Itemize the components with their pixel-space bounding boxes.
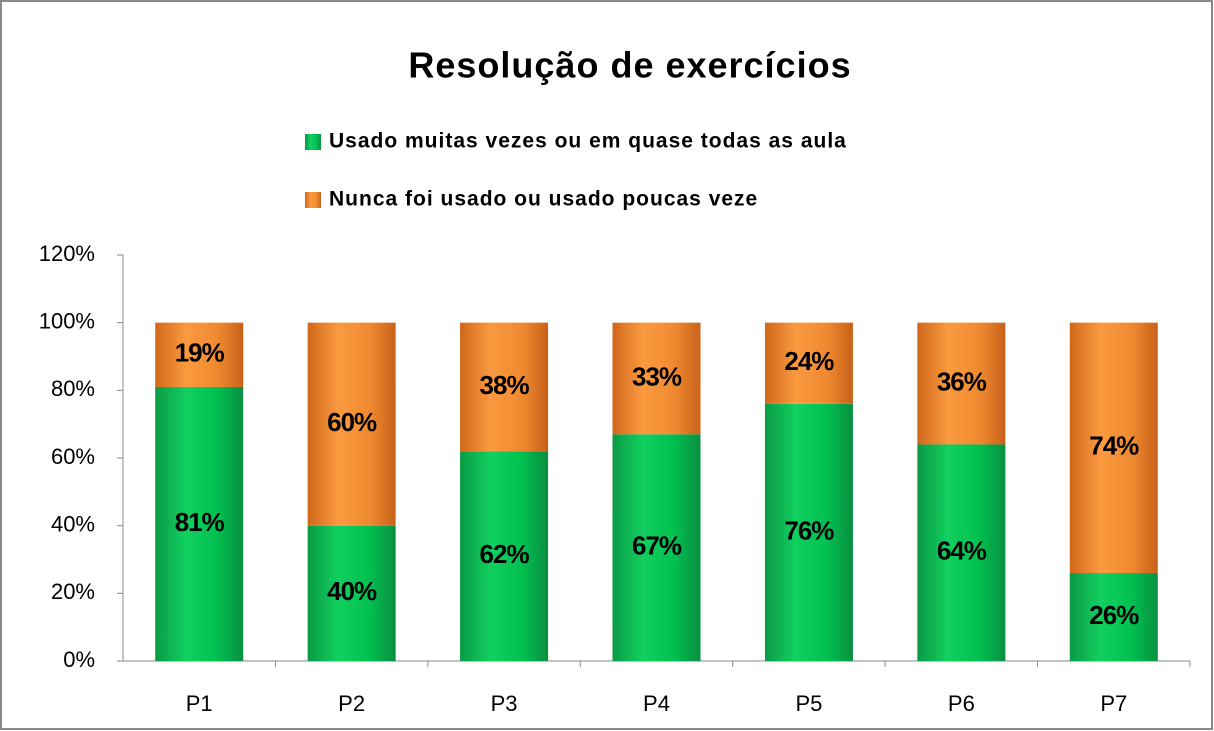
x-tick-label: P2 — [338, 691, 365, 716]
chart-title: Resolução de exercícios — [408, 45, 851, 86]
data-label: 76% — [784, 515, 834, 545]
data-label: 24% — [784, 346, 834, 376]
bar-segment — [764, 322, 853, 404]
bar-segment — [612, 434, 701, 661]
data-label: 60% — [327, 407, 377, 437]
x-tick-label: P7 — [1100, 691, 1127, 716]
x-tick-label: P6 — [948, 691, 975, 716]
data-label: 38% — [480, 370, 530, 400]
x-tick-label: P1 — [186, 691, 213, 716]
y-tick-label: 120% — [39, 241, 95, 266]
data-label: 33% — [632, 361, 682, 391]
x-tick-label: P4 — [643, 691, 670, 716]
y-tick-label: 60% — [51, 444, 95, 469]
data-label: 81% — [175, 507, 225, 537]
bar-segment — [155, 322, 244, 387]
data-label: 40% — [327, 576, 377, 606]
data-label: 64% — [937, 536, 987, 566]
bar-segment — [460, 322, 549, 452]
y-tick-label: 0% — [63, 647, 95, 672]
bar-segment — [917, 444, 1006, 661]
data-label: 74% — [1089, 431, 1139, 461]
bar-segment — [307, 322, 396, 526]
bar-segment — [764, 403, 853, 661]
y-tick-label: 80% — [51, 376, 95, 401]
bar-segment — [612, 322, 701, 435]
bar-segment — [460, 451, 549, 661]
x-tick-label: P5 — [795, 691, 822, 716]
bar-segment — [1069, 322, 1158, 574]
bar-segment — [155, 386, 244, 661]
legend-swatch — [305, 192, 321, 208]
y-tick-label: 20% — [51, 579, 95, 604]
legend-label: Nunca foi usado ou usado poucas veze — [329, 188, 758, 211]
y-tick-label: 40% — [51, 511, 95, 536]
bar-segment — [917, 322, 1006, 445]
data-label: 26% — [1089, 600, 1139, 630]
x-tick-label: P3 — [491, 691, 518, 716]
legend-swatch — [305, 134, 321, 150]
data-label: 19% — [175, 338, 225, 368]
data-label: 67% — [632, 531, 682, 561]
legend-label: Usado muitas vezes ou em quase todas as … — [329, 130, 847, 153]
data-label: 36% — [937, 366, 987, 396]
data-label: 62% — [480, 539, 530, 569]
bar-segment — [1069, 573, 1158, 661]
bar-segment — [307, 525, 396, 661]
y-tick-label: 100% — [39, 308, 95, 333]
